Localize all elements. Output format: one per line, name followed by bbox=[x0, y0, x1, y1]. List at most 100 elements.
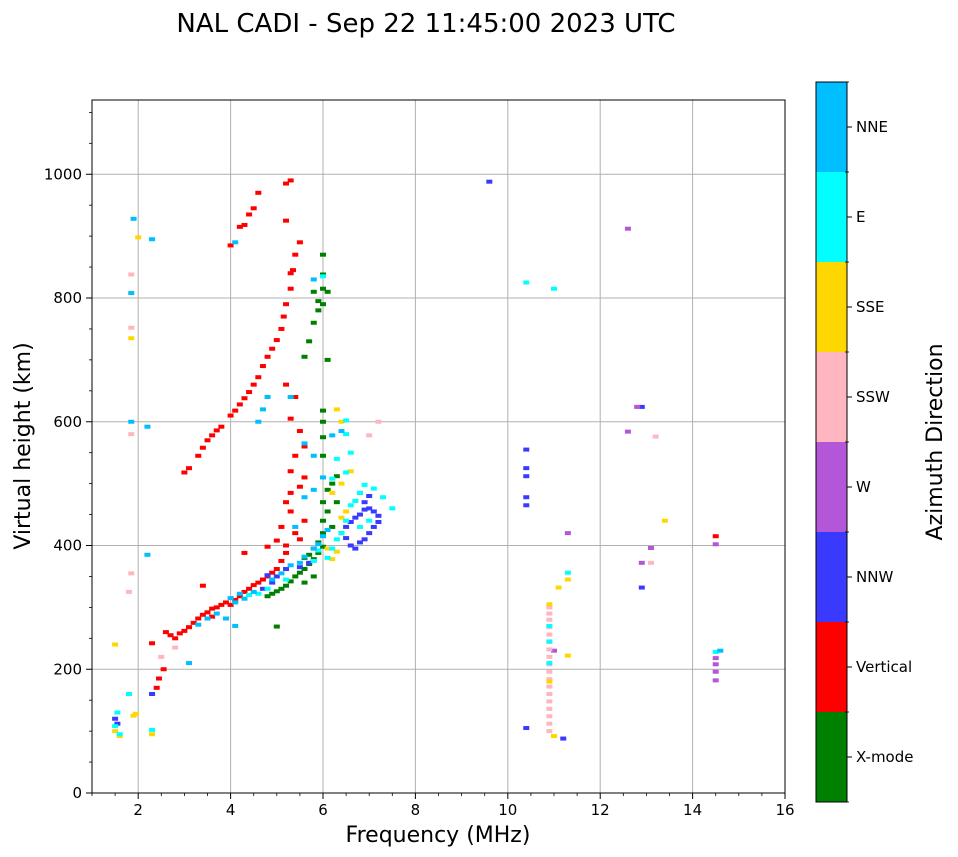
data-point bbox=[280, 314, 287, 319]
data-point bbox=[296, 484, 303, 489]
x-tick-label: 2 bbox=[133, 801, 143, 819]
data-point bbox=[329, 476, 336, 481]
data-point bbox=[712, 649, 719, 654]
data-point bbox=[352, 515, 359, 520]
data-point bbox=[287, 509, 294, 514]
data-point bbox=[283, 382, 290, 387]
data-point bbox=[564, 653, 571, 658]
data-point bbox=[259, 577, 266, 582]
data-point bbox=[338, 515, 345, 520]
data-point bbox=[343, 432, 350, 437]
data-point bbox=[380, 495, 387, 500]
data-point bbox=[287, 563, 294, 568]
data-point bbox=[292, 531, 299, 536]
data-point bbox=[356, 540, 363, 545]
y-tick-label: 1000 bbox=[44, 165, 82, 183]
x-tick-label: 6 bbox=[318, 801, 328, 819]
data-point bbox=[264, 544, 271, 549]
data-point bbox=[296, 560, 303, 565]
data-point bbox=[546, 639, 553, 644]
data-point bbox=[128, 291, 135, 296]
data-point bbox=[343, 524, 350, 529]
data-point bbox=[292, 395, 299, 399]
data-point bbox=[320, 302, 326, 307]
data-point bbox=[370, 509, 377, 514]
data-point bbox=[232, 600, 239, 605]
data-point bbox=[333, 500, 340, 505]
data-point bbox=[241, 596, 248, 601]
data-point bbox=[333, 407, 340, 412]
data-point bbox=[652, 434, 659, 439]
data-point bbox=[564, 577, 571, 582]
x-axis-label: Frequency (MHz) bbox=[346, 823, 531, 848]
data-point bbox=[370, 524, 377, 529]
data-point bbox=[546, 714, 553, 719]
data-point bbox=[128, 419, 135, 424]
data-point bbox=[301, 354, 308, 359]
x-tick-label: 14 bbox=[683, 801, 702, 819]
data-point bbox=[366, 506, 373, 511]
data-point bbox=[287, 271, 294, 276]
data-point bbox=[209, 606, 216, 611]
data-point bbox=[227, 596, 234, 601]
data-point bbox=[144, 424, 151, 429]
data-point bbox=[296, 537, 303, 542]
data-point bbox=[361, 537, 368, 542]
y-tick-label: 600 bbox=[53, 413, 82, 431]
data-point bbox=[283, 181, 290, 186]
data-point bbox=[283, 302, 290, 307]
data-point bbox=[278, 326, 285, 331]
data-point bbox=[306, 560, 313, 565]
data-point bbox=[199, 583, 206, 588]
data-point bbox=[199, 612, 206, 617]
data-point bbox=[264, 354, 271, 359]
data-point bbox=[160, 667, 167, 672]
y-tick-label: 200 bbox=[53, 660, 82, 678]
data-point bbox=[546, 684, 553, 689]
data-point bbox=[264, 573, 271, 578]
data-point bbox=[283, 543, 290, 548]
data-point bbox=[259, 586, 266, 591]
data-point bbox=[283, 500, 290, 505]
data-point bbox=[315, 299, 322, 304]
data-point bbox=[296, 570, 303, 575]
data-point bbox=[112, 642, 119, 647]
colorbar-segment bbox=[816, 442, 847, 532]
data-point bbox=[555, 585, 562, 590]
data-point bbox=[264, 586, 271, 591]
colorbar-label-nnw: NNW bbox=[856, 568, 893, 586]
data-point bbox=[296, 565, 303, 570]
data-point bbox=[343, 509, 350, 514]
x-tick-label: 12 bbox=[591, 801, 610, 819]
data-point bbox=[112, 716, 119, 721]
data-point bbox=[370, 486, 377, 491]
data-point bbox=[259, 364, 266, 369]
data-point bbox=[287, 469, 294, 474]
data-point bbox=[343, 418, 350, 423]
data-point bbox=[128, 336, 135, 341]
data-point bbox=[155, 676, 162, 681]
y-axis-label: Virtual height (km) bbox=[11, 342, 36, 549]
data-point bbox=[287, 490, 294, 495]
data-point bbox=[320, 531, 326, 536]
data-point bbox=[128, 432, 135, 437]
x-axis-ticks: 2 4 6 8 10 12 14 16 bbox=[91, 793, 795, 819]
data-point bbox=[638, 560, 645, 565]
data-point bbox=[153, 685, 160, 690]
y-axis-ticks: 0 200 400 600 800 1000 bbox=[44, 111, 92, 802]
data-point bbox=[246, 593, 253, 597]
data-point bbox=[343, 518, 350, 523]
data-point bbox=[199, 445, 206, 450]
data-point bbox=[546, 669, 553, 674]
data-point bbox=[347, 543, 354, 548]
data-point bbox=[324, 289, 331, 294]
y-tick-label: 400 bbox=[53, 537, 82, 555]
data-point bbox=[523, 280, 530, 285]
data-point bbox=[324, 487, 331, 492]
data-point bbox=[320, 534, 326, 539]
data-point bbox=[338, 531, 345, 536]
x-tick-label: 8 bbox=[411, 801, 421, 819]
data-point bbox=[289, 268, 296, 273]
data-point bbox=[287, 178, 294, 183]
data-point bbox=[255, 419, 262, 424]
